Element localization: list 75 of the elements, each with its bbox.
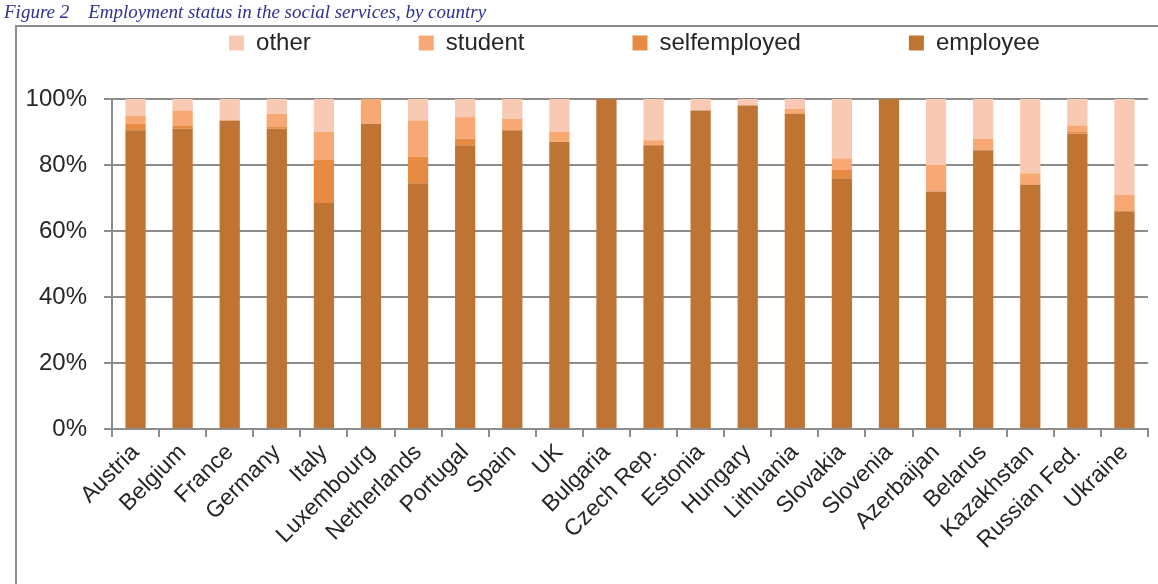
bar bbox=[784, 113, 805, 428]
bar bbox=[219, 120, 240, 428]
y-tick-label: 0% bbox=[52, 413, 87, 441]
bar bbox=[596, 99, 617, 428]
bar bbox=[407, 120, 429, 157]
bar bbox=[549, 132, 570, 142]
bar bbox=[831, 158, 853, 170]
bar bbox=[737, 99, 758, 106]
bar bbox=[313, 132, 335, 161]
bar bbox=[502, 118, 523, 131]
bar bbox=[549, 141, 570, 428]
bar bbox=[1114, 99, 1135, 195]
bar bbox=[313, 99, 335, 132]
bar bbox=[1114, 211, 1135, 428]
bar bbox=[313, 160, 335, 203]
bar bbox=[407, 183, 429, 428]
bar bbox=[455, 138, 476, 146]
bar bbox=[831, 169, 853, 179]
bar bbox=[1067, 99, 1088, 126]
bar bbox=[643, 99, 664, 141]
bar bbox=[831, 99, 853, 159]
bar bbox=[1020, 99, 1041, 174]
bar bbox=[502, 130, 523, 428]
bar bbox=[1020, 184, 1041, 428]
chart-title: Figure 2 Employment status in the social services, by country bbox=[4, 1, 487, 23]
bar bbox=[1020, 173, 1041, 185]
bar bbox=[973, 99, 994, 139]
bar bbox=[1067, 133, 1088, 428]
y-tick-label: 80% bbox=[38, 149, 87, 177]
y-tick-label: 60% bbox=[38, 215, 87, 243]
bar bbox=[784, 99, 805, 109]
bar bbox=[831, 178, 853, 428]
bar bbox=[643, 140, 664, 146]
bar bbox=[455, 117, 476, 139]
y-tick-label: 20% bbox=[38, 347, 87, 375]
bar bbox=[172, 125, 193, 129]
bar bbox=[502, 99, 523, 119]
bar bbox=[407, 99, 429, 121]
bar bbox=[1114, 194, 1135, 212]
bar bbox=[690, 99, 711, 111]
bar bbox=[925, 165, 947, 192]
bar bbox=[455, 145, 476, 428]
bar bbox=[878, 99, 900, 428]
bar bbox=[643, 145, 664, 428]
bar bbox=[925, 99, 947, 165]
bar bbox=[125, 115, 146, 124]
bar bbox=[125, 130, 146, 428]
bar bbox=[266, 128, 287, 428]
bar bbox=[313, 202, 335, 428]
legend-label: other bbox=[256, 27, 311, 55]
bar bbox=[219, 99, 240, 121]
legend-label: selfemployed bbox=[659, 27, 801, 55]
bar bbox=[737, 105, 758, 428]
bar bbox=[125, 123, 146, 131]
bar bbox=[407, 156, 429, 184]
y-tick-label: 100% bbox=[25, 83, 87, 111]
bar bbox=[360, 99, 382, 124]
legend-label: employee bbox=[935, 27, 1040, 55]
bar bbox=[1067, 125, 1088, 132]
bar bbox=[973, 150, 994, 428]
legend-label: student bbox=[445, 27, 525, 55]
bar bbox=[266, 99, 287, 114]
bar bbox=[125, 99, 146, 116]
y-tick-label: 40% bbox=[38, 281, 87, 309]
bar bbox=[784, 108, 805, 114]
bar bbox=[549, 99, 570, 132]
bar bbox=[172, 99, 193, 111]
bar bbox=[360, 123, 382, 428]
bar bbox=[973, 138, 994, 151]
bar bbox=[455, 99, 476, 118]
bar bbox=[172, 128, 193, 428]
bar bbox=[266, 113, 287, 128]
bar bbox=[690, 110, 711, 428]
bar bbox=[925, 191, 947, 428]
bar bbox=[172, 110, 193, 126]
